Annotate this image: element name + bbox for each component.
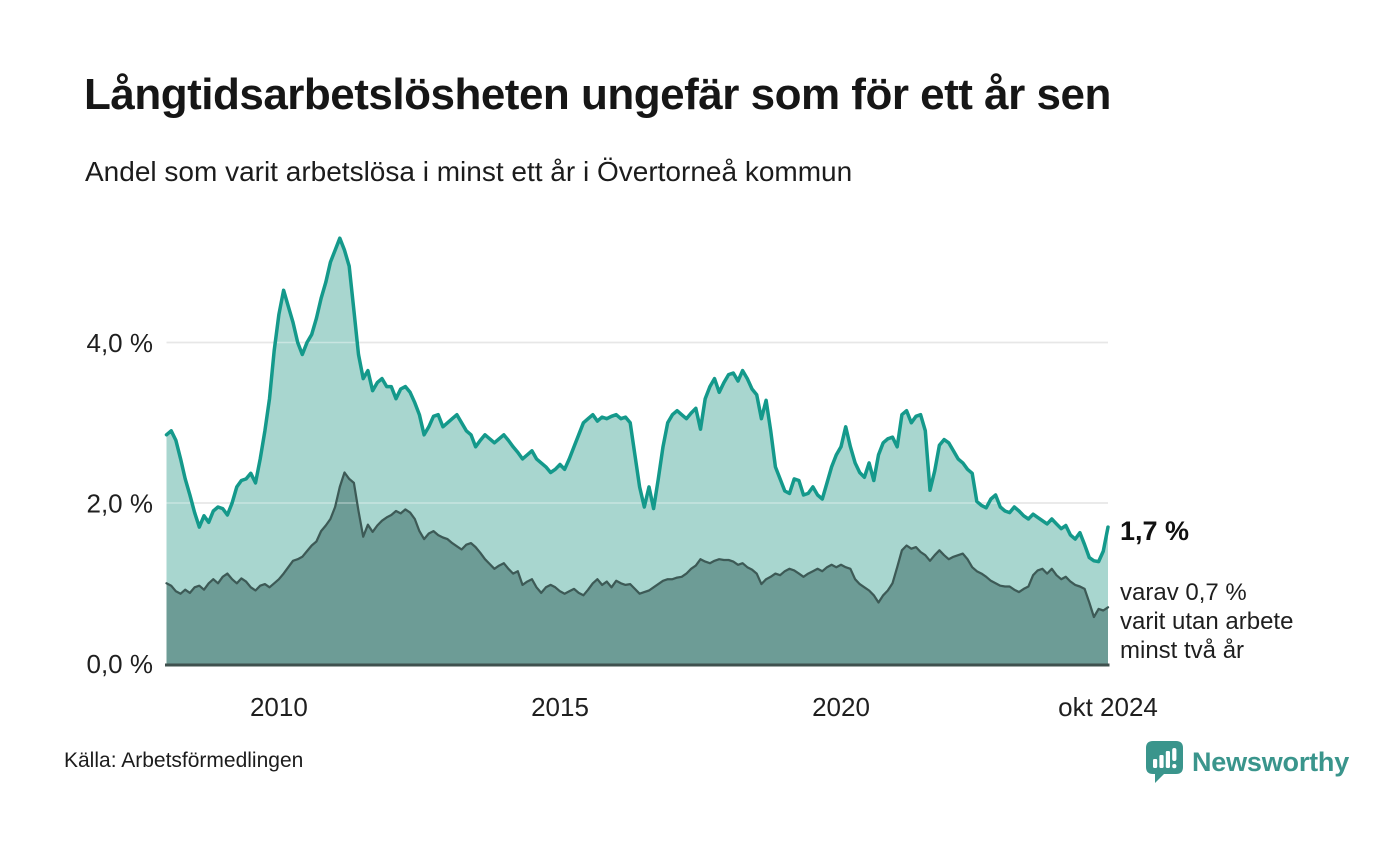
note-line-3: minst två år bbox=[1120, 637, 1244, 664]
x-tick-label: 2010 bbox=[250, 692, 308, 722]
series-line-two-years bbox=[165, 471, 1110, 619]
note-line-2: varit utan arbete bbox=[1120, 608, 1293, 635]
gridlines-overlay bbox=[166, 341, 1108, 504]
page-title: Långtidsarbetslösheten ungefär som för e… bbox=[84, 70, 1111, 119]
y-tick-label: 2,0 % bbox=[87, 489, 154, 519]
y-tick-label: 4,0 % bbox=[87, 328, 154, 358]
page-subtitle: Andel som varit arbetslösa i minst ett å… bbox=[85, 156, 853, 187]
x-tick-label: 2020 bbox=[812, 692, 870, 722]
x-axis-labels: 2010 2015 2020 okt 2024 bbox=[250, 692, 1158, 722]
end-value-label: 1,7 % bbox=[1120, 516, 1189, 546]
newsworthy-logo-icon bbox=[1146, 741, 1183, 783]
note-line-1: varav 0,7 % bbox=[1120, 579, 1247, 606]
x-tick-label: 2015 bbox=[531, 692, 589, 722]
series-line-one-year bbox=[164, 236, 1110, 564]
newsworthy-logo-text: Newsworthy bbox=[1192, 746, 1350, 777]
y-tick-label: 0,0 % bbox=[87, 649, 154, 679]
x-tick-label: okt 2024 bbox=[1058, 692, 1158, 722]
newsworthy-logo: Newsworthy bbox=[1146, 741, 1349, 783]
area-fill-two-years bbox=[166, 472, 1108, 664]
source-note: Källa: Arbetsförmedlingen bbox=[64, 749, 304, 772]
y-axis-labels: 0,0 % 2,0 % 4,0 % bbox=[87, 328, 154, 679]
